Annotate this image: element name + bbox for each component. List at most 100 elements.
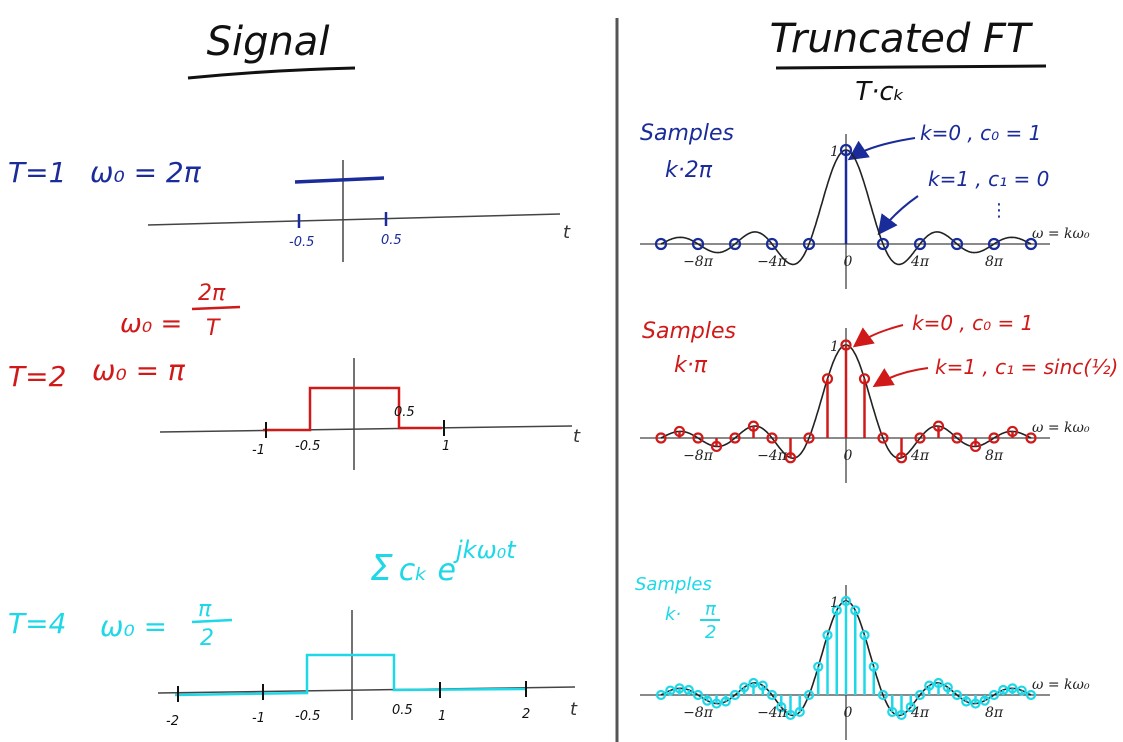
tick-label-row3-c: -0.5: [295, 709, 320, 724]
t-axis-row1: [147, 213, 561, 226]
ft-x-tick: −4π: [757, 254, 788, 270]
t-label-row3: t: [570, 699, 578, 720]
exponent: jkω₀t: [453, 536, 517, 564]
sample-marker: [933, 677, 944, 689]
sample-marker: [876, 237, 890, 251]
ft-x-tick: 0: [844, 254, 853, 270]
sample-marker: [785, 709, 796, 721]
sample-marker: [813, 661, 824, 672]
tick-label-row2-c: 0.5: [394, 405, 415, 420]
sample-marker: [720, 696, 731, 707]
ft-x-tick: −8π: [683, 448, 714, 464]
arrow-row1-k1: [877, 195, 919, 236]
sample-marker: [794, 706, 805, 718]
ft-title: Truncated FT: [770, 16, 1034, 62]
ft-x-tick: 0: [844, 448, 853, 464]
pulse-row2: [263, 386, 442, 432]
sample-marker: [840, 595, 852, 607]
sample-marker: [877, 432, 889, 444]
sample-marker: [673, 425, 686, 438]
pulse-row1: [294, 176, 385, 184]
w0-label-row2: ω₀ = π: [92, 354, 186, 387]
t-label-row1: t: [563, 222, 571, 243]
sample-marker: [765, 237, 779, 251]
sample-marker: [748, 677, 759, 689]
ft-omega-label: ω = kω₀: [1032, 677, 1090, 693]
ft-x-tick: −4π: [757, 448, 788, 464]
sample-marker: [654, 237, 668, 251]
sample-marker: [979, 695, 990, 706]
ft-plot-row1: 1 −8π −4π 0 4π 8π ω = kω₀: [640, 134, 1090, 289]
w0-formula-num: 2π: [198, 281, 226, 306]
sample-marker: [803, 432, 815, 444]
ft-x-tick: 8π: [985, 254, 1004, 270]
t-label-row2: t: [573, 426, 581, 447]
w0-row3-den: 2: [200, 626, 214, 651]
arrow-row1-k0: [847, 137, 916, 161]
sample-marker: [961, 696, 972, 707]
ft-x-tick: 0: [844, 705, 853, 721]
sample-marker: [766, 689, 778, 701]
tick-label-row3-e: 1: [438, 709, 446, 724]
w0-label-row3-lhs: ω₀ =: [100, 610, 167, 643]
spacing-row3-den: 2: [705, 622, 716, 643]
samples-label-row2: Samples: [642, 319, 736, 344]
ft-omega-label: ω = kω₀: [1032, 420, 1090, 436]
period-label-row3: T=4: [8, 607, 66, 640]
sample-marker: [729, 432, 741, 444]
tick-label-row2-a: -1: [252, 443, 265, 458]
sample-marker: [914, 689, 926, 701]
sample-marker: [868, 661, 879, 672]
sample-marker: [1024, 237, 1038, 251]
ft-plot-row2: 1 −8π −4π 0 4π 8π ω = kω₀: [640, 328, 1090, 483]
sample-marker: [728, 237, 742, 251]
w0-row3-bar: [191, 618, 233, 624]
tick-label-row1-a: -0.5: [289, 235, 314, 250]
tick-label-row3-b: -1: [252, 711, 265, 726]
sample-marker: [951, 432, 963, 444]
arrow-row2-k1: [872, 367, 929, 388]
sample-marker: [710, 440, 723, 453]
tick-label-row1-b: 0.5: [381, 233, 402, 248]
sample-marker: [822, 630, 833, 641]
sample-marker: [702, 695, 713, 706]
sample-marker: [711, 698, 722, 709]
annotation-row1-dots: ⋮: [990, 200, 1008, 221]
spacing-label-row3: k·: [665, 604, 681, 625]
tick-label-row2-b: -0.5: [295, 439, 320, 454]
annotation-row1-k0: k=0 , c₀ = 1: [920, 121, 1041, 145]
sample-marker: [942, 682, 953, 693]
spacing-label-row1: k·2π: [665, 158, 713, 183]
sample-marker: [896, 709, 907, 721]
annotation-row2-k1: k=1 , c₁ = sinc(½): [935, 355, 1118, 379]
ft-x-tick: 4π: [910, 705, 930, 721]
w0-label-row1: ω₀ = 2π: [90, 156, 202, 189]
sample-marker: [674, 683, 685, 694]
arrow-row2-k0: [852, 324, 904, 348]
sample-marker: [969, 440, 982, 453]
ft-x-tick: 4π: [910, 254, 930, 270]
sample-marker: [932, 420, 945, 432]
ft-x-tick: 8π: [985, 448, 1004, 464]
sample-marker: [839, 143, 853, 157]
tick-label-row2-d: 1: [442, 439, 450, 454]
sample-marker: [988, 432, 1000, 444]
ft-x-tick: −8π: [683, 254, 714, 270]
sample-marker: [887, 706, 898, 718]
w0-row3-num: π: [198, 597, 212, 622]
tick-label-row3-f: 2: [522, 707, 530, 722]
sample-marker: [859, 630, 870, 641]
period-label-row1: T=1: [8, 156, 66, 189]
signal-title: Signal: [207, 19, 330, 65]
sample-marker: [840, 339, 852, 351]
sample-marker: [1006, 425, 1019, 438]
sample-marker: [998, 684, 1009, 696]
sample-marker: [766, 432, 778, 444]
sample-marker: [691, 237, 705, 251]
sample-marker: [739, 682, 750, 693]
ft-plot-row3: 1 −8π −4π 0 4π 8π ω = kω₀: [640, 585, 1090, 740]
sample-marker: [821, 373, 834, 385]
tick-label-row3-a: -2: [166, 714, 179, 729]
ft-y-tick-1: 1: [830, 144, 839, 160]
